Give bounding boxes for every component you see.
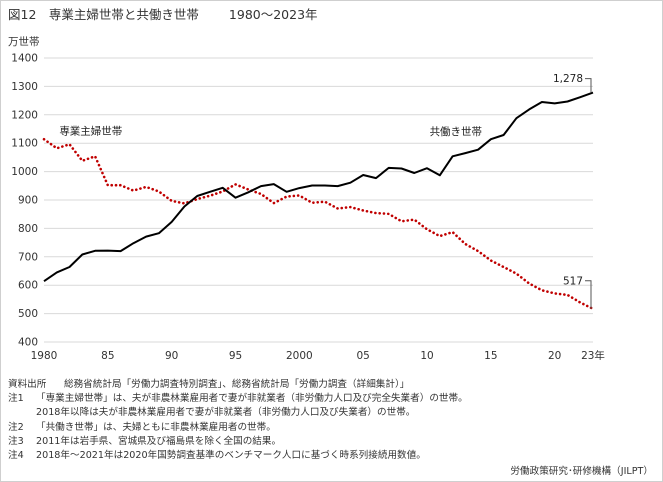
notes: 資料出所 総務省統計局「労働力調査特別調査」、総務省統計局「労働力調査（詳細集計）… xyxy=(8,378,468,463)
x-tick-label: 95 xyxy=(229,350,242,360)
x-axis-tick-labels: 1980 85 90 95 2000 05 10 15 20 23年 xyxy=(31,349,605,360)
x-tick-label: 20 xyxy=(548,350,561,360)
y-tick-label: 1000 xyxy=(11,166,38,178)
grid-lines xyxy=(44,57,593,343)
x-tick-label: 85 xyxy=(101,350,114,360)
note-1: 注1 「専業主婦世帯」は、夫が非農林業雇用者で妻が非就業者（非労働力人口及び完全失… xyxy=(8,392,468,406)
note-2: 注2 「共働き世帯」は、夫婦ともに非農林業雇用者の世帯。 xyxy=(8,421,468,435)
note-key: 注1 xyxy=(8,393,24,405)
callout-leader xyxy=(585,78,592,93)
x-tick-label: 10 xyxy=(420,350,433,360)
callout-value: 1,278 xyxy=(553,73,583,85)
figure-title-period: 1980～2023年 xyxy=(228,7,318,22)
x-tick-label: 23年 xyxy=(581,349,605,360)
y-tick-label: 700 xyxy=(18,251,38,263)
y-tick-label: 600 xyxy=(18,280,38,292)
y-tick-label: 1200 xyxy=(11,109,38,121)
note-source: 資料出所 総務省統計局「労働力調査特別調査」、総務省統計局「労働力調査（詳細集計）… xyxy=(8,378,468,392)
callout-value: 517 xyxy=(563,275,583,287)
source-credit: 労働政策研究･研修機構（JILPT） xyxy=(510,466,653,477)
note-key: 注4 xyxy=(8,450,24,462)
line-chart: 400 500 600 700 800 900 1000 1100 1200 1300 1400 1… xyxy=(8,35,605,360)
y-tick-label: 1400 xyxy=(11,53,38,65)
figure-title: 図12 専業主婦世帯と共働き世帯 1980～2023年 xyxy=(8,4,318,23)
x-tick-label: 2000 xyxy=(286,350,313,360)
y-tick-label: 400 xyxy=(18,337,38,349)
x-tick-label: 1980 xyxy=(31,350,58,360)
note-key: 注3 xyxy=(8,435,24,447)
note-key: 注2 xyxy=(8,421,24,433)
series-name-label-1: 共働き世帯 xyxy=(430,125,483,138)
y-tick-label: 1300 xyxy=(11,81,38,93)
note-3: 注3 2011年は岩手県、宮城県及び福島県を除く全国の結果。 xyxy=(8,435,468,449)
callout-leader xyxy=(585,280,592,309)
series-line-1 xyxy=(43,91,594,283)
note-key: 資料出所 xyxy=(8,379,47,390)
y-tick-label: 900 xyxy=(18,195,38,207)
note-text: 「専業主婦世帯」は、夫が非農林業雇用者で妻が非就業者（非労働力人口及び完全失業者… xyxy=(36,393,468,405)
note-text: 2011年は岩手県、宮城県及び福島県を除く全国の結果。 xyxy=(36,435,282,447)
y-tick-label: 800 xyxy=(18,223,38,235)
y-tick-label: 500 xyxy=(18,308,38,320)
note-text: 総務省統計局「労働力調査特別調査」、総務省統計局「労働力調査（詳細集計）」 xyxy=(64,379,410,390)
note-1-continued: 2018年以降は夫が非農林業雇用者で妻が非就業者（非労働力人口及び失業者）の世帯… xyxy=(36,407,416,419)
figure-title-label: 図12 専業主婦世帯と共働き世帯 xyxy=(8,7,199,22)
series-name-label-0: 専業主婦世帯 xyxy=(59,125,122,138)
x-tick-label: 15 xyxy=(484,350,497,360)
y-tick-label: 1100 xyxy=(11,138,38,150)
x-tick-label: 90 xyxy=(165,350,178,360)
chart-annotations: 1,278 517 xyxy=(553,73,592,309)
y-axis-tick-labels: 400 500 600 700 800 900 1000 1100 1200 1300 1400 xyxy=(11,53,38,349)
series-line-0 xyxy=(42,137,595,311)
note-text: 「共働き世帯」は、夫婦ともに非農林業雇用者の世帯。 xyxy=(36,421,276,433)
x-tick-label: 05 xyxy=(356,350,369,360)
chart-series: 専業主婦世帯 共働き世帯 xyxy=(42,91,595,311)
note-text: 2018年～2021年は2020年国勢調査基準のベンチマーク人口に基づく時系列接… xyxy=(36,450,426,462)
y-axis-label: 万世帯 xyxy=(8,35,40,48)
note-4: 注4 2018年～2021年は2020年国勢調査基準のベンチマーク人口に基づく時系… xyxy=(8,449,468,463)
